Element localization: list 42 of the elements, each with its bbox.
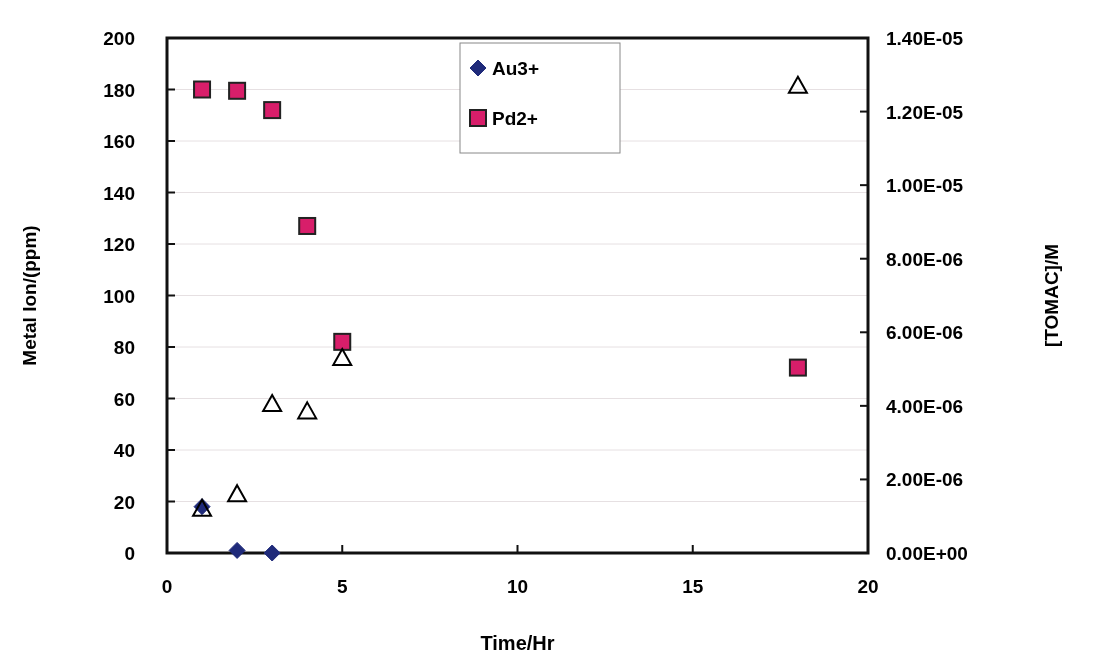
y-tick-label: 140 bbox=[103, 182, 135, 204]
point bbox=[788, 358, 807, 377]
y2-tick-label: 2.00E-06 bbox=[886, 469, 964, 491]
y2-tick-label: 1.00E-05 bbox=[886, 175, 964, 197]
y2-axis-title: [TOMAC]/M bbox=[1041, 243, 1062, 348]
y-tick-label: 0 bbox=[124, 543, 135, 564]
point bbox=[263, 101, 282, 120]
y-tick-label: 60 bbox=[113, 388, 135, 410]
point bbox=[228, 81, 247, 100]
y-tick-label: 80 bbox=[113, 337, 135, 358]
y-tick-label: 40 bbox=[113, 440, 135, 461]
y2-tick-label: 1.40E-05 bbox=[886, 28, 964, 49]
x-tick-label: 0 bbox=[161, 576, 173, 597]
y2-tick-label: 8.00E-06 bbox=[886, 248, 964, 270]
y-tick-label: 100 bbox=[103, 285, 135, 307]
point bbox=[193, 80, 212, 99]
y-tick-label: 160 bbox=[103, 131, 135, 152]
point bbox=[787, 75, 808, 94]
y2-tick-label: 4.00E-06 bbox=[886, 395, 964, 417]
point bbox=[263, 544, 281, 562]
y-tick-label: 180 bbox=[103, 79, 135, 101]
y-tick-label: 120 bbox=[103, 234, 135, 255]
y-tick-label: 20 bbox=[113, 491, 135, 513]
point bbox=[333, 332, 352, 351]
point bbox=[298, 216, 317, 235]
y2-tick-label: 6.00E-06 bbox=[886, 322, 964, 344]
point bbox=[227, 484, 248, 503]
x-tick-label: 20 bbox=[857, 576, 879, 597]
y2-tick-label: 0.00E+00 bbox=[886, 543, 968, 564]
point bbox=[297, 401, 318, 420]
x-tick-label: 15 bbox=[682, 576, 704, 597]
y-tick-label: 200 bbox=[103, 28, 135, 49]
y-axis-title: Metal Ion/(ppm) bbox=[19, 225, 40, 366]
point bbox=[228, 541, 246, 559]
point bbox=[332, 348, 353, 367]
x-axis-title: Time/Hr bbox=[480, 632, 555, 654]
legend-label: Au3+ bbox=[492, 58, 539, 79]
point bbox=[262, 394, 283, 413]
legend-label: Pd2+ bbox=[492, 108, 538, 129]
x-tick-label: 5 bbox=[336, 576, 348, 597]
y2-tick-label: 1.20E-05 bbox=[886, 101, 964, 123]
x-tick-label: 10 bbox=[506, 576, 529, 597]
